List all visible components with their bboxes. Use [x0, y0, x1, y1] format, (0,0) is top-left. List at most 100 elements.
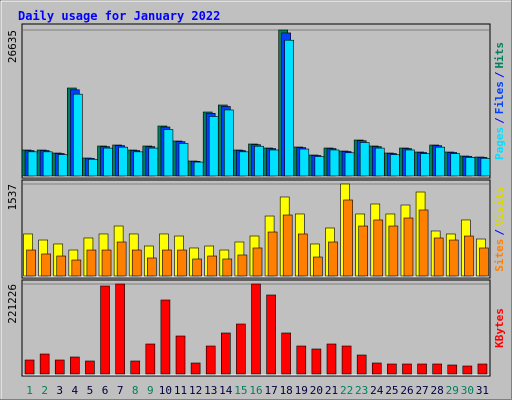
- legend-entry: Pages: [493, 127, 506, 160]
- legend-separator: /: [493, 71, 506, 78]
- bar: [236, 323, 246, 375]
- x-tick-label: 23: [355, 384, 368, 397]
- bar: [480, 158, 491, 177]
- bar: [237, 254, 248, 277]
- bar: [311, 348, 322, 375]
- bar: [133, 151, 144, 177]
- bar: [39, 353, 50, 375]
- bar: [284, 39, 294, 177]
- bar: [207, 255, 218, 277]
- x-tick-label: 21: [325, 384, 338, 397]
- bar: [371, 362, 382, 375]
- bar: [296, 345, 307, 375]
- bar: [71, 259, 82, 277]
- bar: [160, 299, 171, 375]
- x-tick-label: 5: [87, 384, 94, 397]
- bar: [192, 258, 202, 277]
- legend: Sites / Visits: [493, 186, 506, 272]
- x-tick-label: 2: [41, 384, 48, 397]
- x-tick-label: 24: [370, 384, 384, 397]
- bar: [417, 363, 427, 375]
- bar: [450, 153, 461, 177]
- x-tick-label: 27: [415, 384, 428, 397]
- x-tick-label: 10: [159, 384, 172, 397]
- y-tick-label: 1537: [6, 184, 19, 211]
- bar: [131, 249, 142, 277]
- bar: [326, 343, 337, 375]
- bar: [403, 217, 414, 277]
- x-tick-label: 18: [280, 384, 293, 397]
- bar: [420, 153, 430, 177]
- bar: [448, 239, 459, 277]
- legend: Pages / Files / Hits: [493, 42, 506, 160]
- x-tick-label: 19: [295, 384, 308, 397]
- bar: [163, 129, 174, 177]
- x-tick-label: 17: [264, 384, 277, 397]
- bar: [193, 161, 204, 177]
- x-tick-label: 4: [72, 384, 79, 397]
- x-tick-label: 22: [340, 384, 353, 397]
- bar: [205, 345, 216, 375]
- bar: [343, 199, 353, 277]
- bar: [208, 116, 219, 177]
- bar: [239, 151, 249, 177]
- bar: [85, 360, 95, 375]
- bar: [297, 233, 308, 277]
- bar: [462, 365, 473, 375]
- bar: [162, 249, 172, 277]
- x-tick-label: 28: [431, 384, 444, 397]
- y-tick-label: 26635: [6, 30, 19, 63]
- x-tick-label: 30: [461, 384, 474, 397]
- x-tick-label: 25: [385, 384, 398, 397]
- x-tick-label: 3: [56, 384, 63, 397]
- bar: [328, 241, 338, 277]
- bar: [57, 154, 68, 177]
- bar: [177, 249, 187, 277]
- chart-title: Daily usage for January 2022: [18, 9, 220, 23]
- bar: [405, 149, 415, 177]
- bar: [116, 241, 127, 277]
- bar: [373, 219, 384, 277]
- bar: [329, 149, 340, 177]
- bar: [299, 148, 310, 177]
- bar: [433, 237, 444, 277]
- x-tick-label: 16: [249, 384, 262, 397]
- bar: [147, 257, 157, 277]
- bar: [56, 255, 67, 277]
- bar: [464, 235, 474, 277]
- bar: [282, 214, 293, 277]
- bar: [477, 363, 488, 375]
- legend-entry: Hits: [493, 42, 506, 69]
- bar: [251, 283, 261, 375]
- bar: [42, 151, 53, 177]
- x-tick-label: 9: [147, 384, 154, 397]
- bar: [175, 335, 186, 375]
- bar: [88, 158, 98, 177]
- bar: [178, 143, 189, 177]
- bar: [358, 225, 368, 277]
- x-tick-label: 14: [219, 384, 233, 397]
- legend-entry: KBytes: [493, 308, 506, 348]
- legend-entry: Sites: [493, 239, 506, 272]
- x-tick-label: 6: [102, 384, 109, 397]
- bar: [432, 363, 442, 375]
- x-tick-label: 29: [446, 384, 459, 397]
- bar: [101, 249, 112, 277]
- bar: [314, 156, 325, 177]
- bar: [465, 157, 476, 177]
- bar: [118, 146, 128, 177]
- bar: [115, 283, 125, 375]
- bar: [252, 247, 263, 277]
- bar: [281, 332, 291, 375]
- bar: [341, 345, 352, 375]
- x-tick-label: 26: [400, 384, 413, 397]
- bar: [130, 360, 141, 375]
- bar: [402, 363, 412, 375]
- bar: [86, 249, 97, 277]
- bar: [356, 354, 367, 375]
- bar: [27, 151, 38, 177]
- x-tick-label: 11: [174, 384, 187, 397]
- bar: [54, 359, 65, 375]
- bar: [24, 359, 35, 375]
